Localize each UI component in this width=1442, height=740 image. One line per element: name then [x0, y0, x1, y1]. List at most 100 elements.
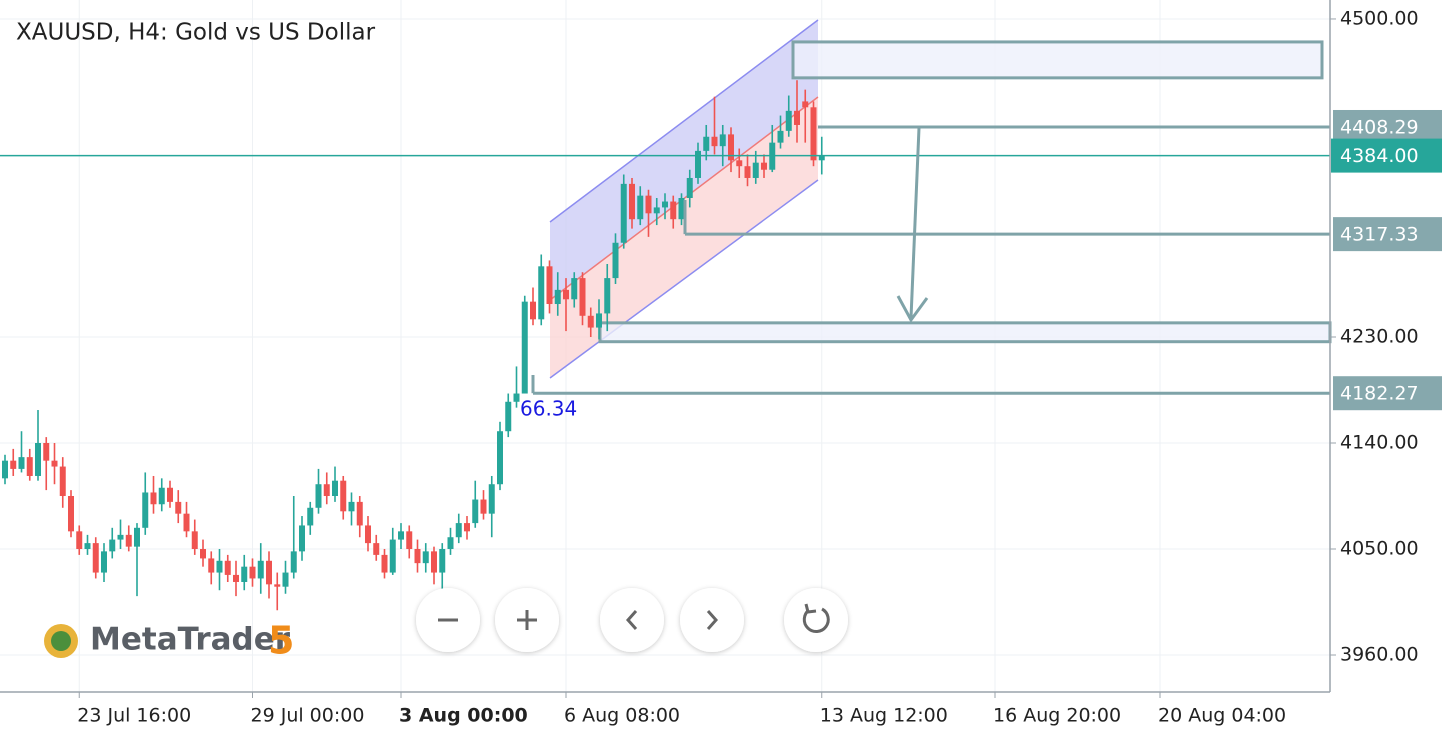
- candle-body: [563, 289, 569, 300]
- channel-lower: [550, 97, 818, 378]
- candle-body: [2, 460, 8, 479]
- y-tick-label: 4230.00: [1340, 325, 1419, 347]
- candle-body: [662, 201, 668, 208]
- arrow: [909, 127, 921, 319]
- scroll-right-button[interactable]: [680, 588, 744, 652]
- candle-body: [216, 560, 223, 573]
- candle-body: [84, 543, 91, 550]
- x-tick-label: 29 Jul 00:00: [251, 705, 365, 727]
- x-tick-label: 6 Aug 08:00: [564, 705, 680, 727]
- candle-body: [101, 551, 107, 573]
- candle-body: [703, 136, 710, 151]
- candle-body: [744, 166, 751, 178]
- x-tick-label: 13 Aug 12:00: [820, 705, 948, 727]
- candle-body: [241, 566, 248, 582]
- candle-body: [728, 134, 734, 161]
- candle-body: [414, 549, 421, 564]
- x-tick-label: 23 Jul 16:00: [77, 705, 191, 727]
- candle-body: [125, 534, 132, 547]
- candle-body: [208, 558, 215, 573]
- candle-body: [51, 460, 58, 467]
- candle-body: [554, 289, 561, 305]
- x-tick-label: 16 Aug 20:00: [993, 705, 1121, 727]
- candle-body: [18, 457, 25, 469]
- candle-body: [35, 442, 41, 476]
- candle-body: [818, 155, 825, 161]
- candle-body: [604, 278, 611, 314]
- candle-body: [736, 160, 743, 167]
- candle-body: [398, 531, 404, 540]
- candle-body: [307, 507, 314, 526]
- arrow-head: [896, 295, 929, 323]
- candle-body: [266, 560, 272, 585]
- candle-body: [422, 551, 429, 564]
- candle-body: [620, 183, 627, 243]
- y-tick-label: 4500.00: [1340, 7, 1419, 29]
- candle-body: [472, 499, 479, 524]
- price-label-box: [1333, 217, 1442, 252]
- candle-body: [117, 534, 124, 540]
- logo-version: 5: [268, 619, 294, 663]
- candle-body: [257, 560, 264, 579]
- candle-body: [323, 484, 330, 497]
- chart-title: XAUUSD, H4: Gold vs US Dollar: [16, 20, 376, 46]
- candle-body: [752, 162, 759, 178]
- y-tick-label: 4140.00: [1340, 431, 1419, 453]
- candle-body: [431, 551, 437, 573]
- scroll-left-button[interactable]: [600, 588, 664, 652]
- candle-body: [785, 110, 792, 131]
- zoom-in-button[interactable]: [495, 588, 559, 652]
- channel-line: [549, 179, 819, 379]
- price-label: 4317.33: [1340, 224, 1419, 246]
- candle-body: [200, 549, 206, 559]
- candle-body: [521, 301, 528, 394]
- candle-body: [488, 484, 495, 514]
- candle-body: [645, 195, 652, 214]
- candle-body: [389, 539, 396, 573]
- candle-body: [447, 537, 454, 550]
- candle-body: [761, 162, 767, 170]
- candle-body: [381, 554, 388, 573]
- candle-body: [686, 177, 693, 199]
- price-label: 4182.27: [1340, 383, 1419, 405]
- annotation: 66.34: [520, 397, 577, 421]
- candle-body: [175, 501, 182, 514]
- candle-body: [340, 480, 347, 512]
- candle-body: [571, 278, 578, 300]
- candle-body: [274, 584, 281, 587]
- candle-body: [612, 242, 619, 279]
- candle-body: [134, 527, 140, 547]
- zoom-out-button[interactable]: [416, 588, 480, 652]
- candle-body: [546, 266, 553, 305]
- candle-body: [794, 110, 800, 125]
- candle-body: [332, 480, 338, 497]
- candle-body: [167, 487, 173, 502]
- candle-body: [233, 574, 239, 582]
- candle-body: [282, 572, 289, 587]
- candle-body: [406, 531, 413, 550]
- price-label-box: [1333, 109, 1442, 144]
- candle-body: [587, 315, 594, 328]
- candle-body: [480, 499, 487, 514]
- logo-icon: [51, 631, 71, 651]
- zone: [791, 40, 1324, 80]
- candle-body: [810, 107, 817, 161]
- candle-body: [26, 457, 33, 476]
- channel-upper: [550, 20, 818, 300]
- price-label: 4408.29: [1340, 116, 1419, 138]
- candle-body: [183, 513, 190, 532]
- candle-body: [150, 492, 157, 505]
- candle-body: [802, 101, 809, 108]
- price-label: 4384.00: [1340, 145, 1419, 167]
- y-tick-label: 3960.00: [1340, 644, 1419, 666]
- candle-body: [695, 150, 701, 178]
- candle-body: [711, 136, 718, 147]
- candle-body: [513, 393, 520, 402]
- logo: MetaTrader 5: [44, 619, 294, 663]
- x-tick-label: 20 Aug 04:00: [1158, 705, 1286, 727]
- reset-button[interactable]: [784, 588, 848, 652]
- candle-body: [109, 539, 116, 552]
- candle-body: [356, 501, 363, 526]
- zone: [598, 321, 1332, 344]
